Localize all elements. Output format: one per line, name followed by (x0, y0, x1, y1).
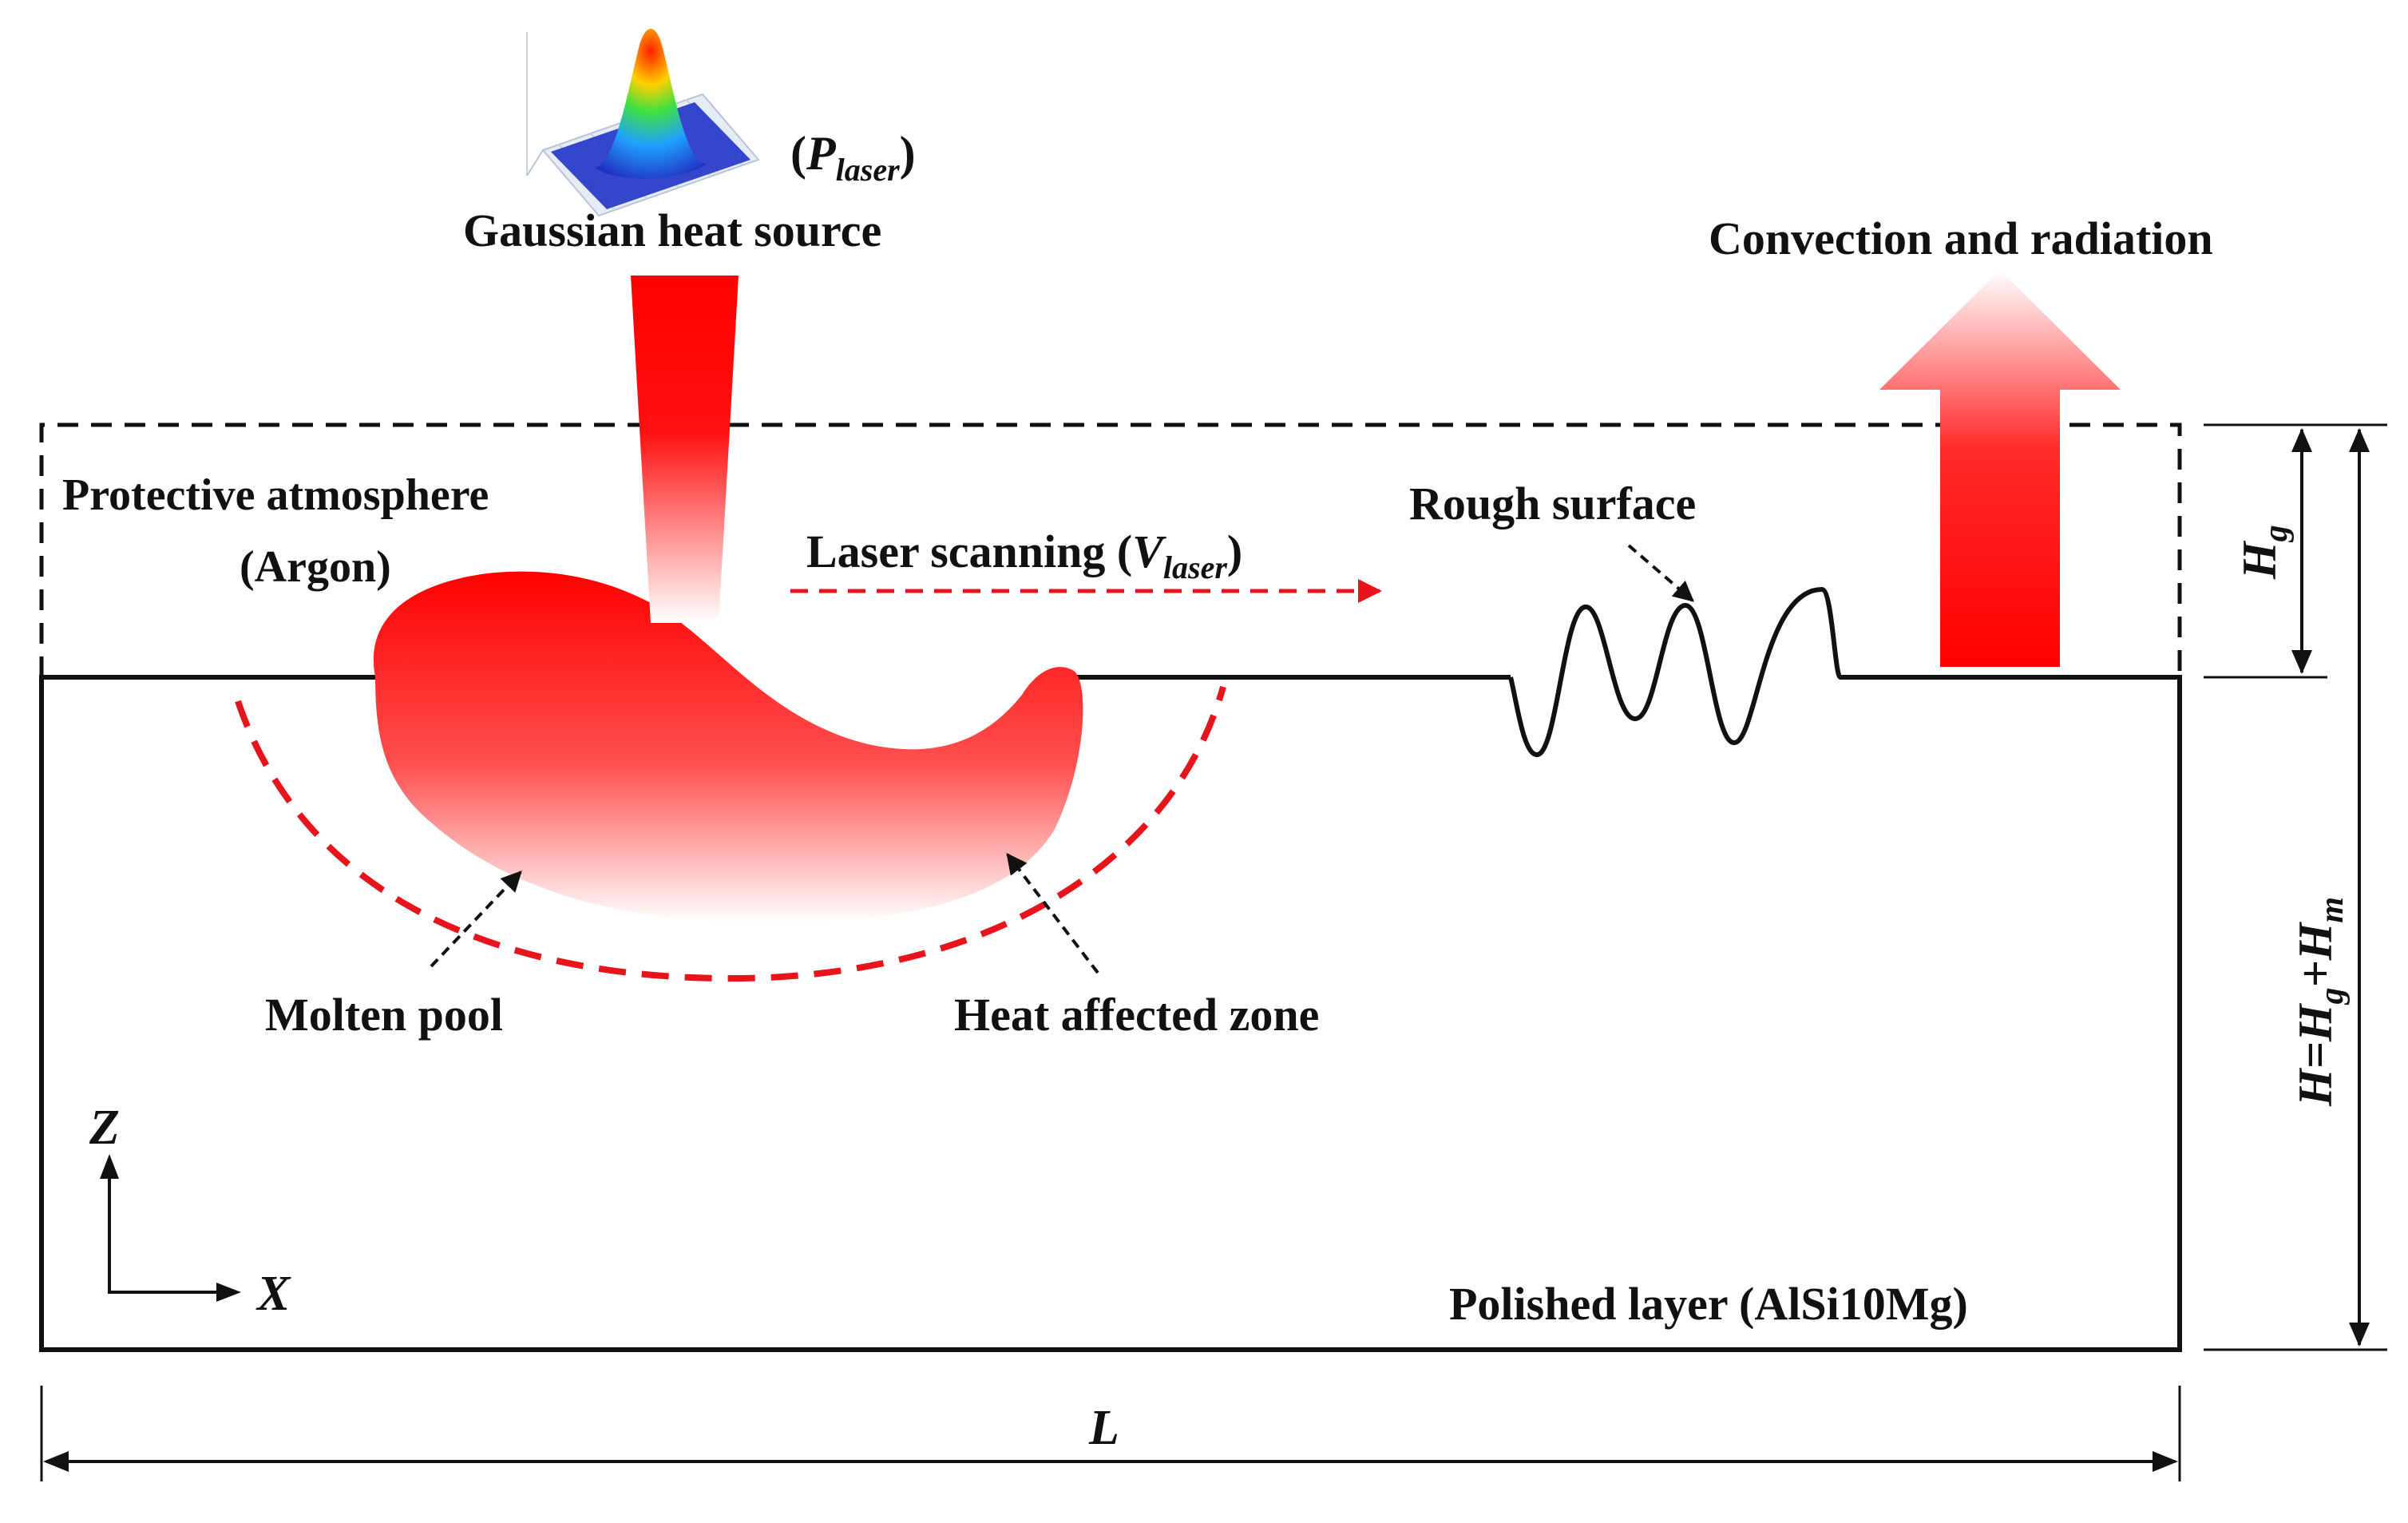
z-axis-arrowhead (100, 1154, 119, 1179)
convection-up-arrow (1879, 270, 2121, 667)
heat-affected-zone-label: Heat affected zone (954, 989, 1319, 1041)
coordinate-axes (100, 1154, 241, 1302)
polished-layer-label: Polished layer (AlSi10Mg) (1449, 1278, 1968, 1330)
dimension-l (40, 1386, 2181, 1481)
heat-affected-zone-pointer (1006, 852, 1099, 974)
substrate (39, 675, 2182, 1352)
gaussian-heat-source-label: Gaussian heat source (463, 204, 881, 256)
molten-pool-label: Molten pool (265, 989, 503, 1041)
convection-radiation-label: Convection and radiation (1709, 212, 2213, 264)
laser-beam (631, 276, 739, 623)
dimension-h (2204, 423, 2387, 1351)
heat-affected-zone-arc (235, 685, 1226, 982)
rough-surface-wave (1508, 586, 1843, 758)
l-dimension-label: L (1088, 1401, 1119, 1455)
rough-surface-pointer (1627, 544, 1694, 602)
gaussian-peak-3d-icon (526, 29, 760, 217)
protective-atmosphere-box (39, 422, 2182, 677)
p-laser-label: (Plaser) (790, 127, 916, 188)
argon-label: (Argon) (240, 542, 391, 592)
protective-atmosphere-label: Protective atmosphere (62, 470, 489, 520)
z-axis-label: Z (89, 1101, 120, 1155)
rough-surface-label: Rough surface (1409, 478, 1696, 529)
h-dimension-label: H=Hg+Hm (2289, 897, 2351, 1107)
laser-scanning-label: Laser scanning (Vlaser) (806, 526, 1242, 585)
molten-pool-pointer (430, 871, 522, 968)
atmosphere-dashed-outline (39, 422, 2182, 677)
molten-pool (373, 571, 1083, 923)
x-axis-label: X (255, 1267, 291, 1321)
hg-dimension-label: Hg (2233, 525, 2295, 580)
x-axis-arrowhead (216, 1283, 241, 1302)
